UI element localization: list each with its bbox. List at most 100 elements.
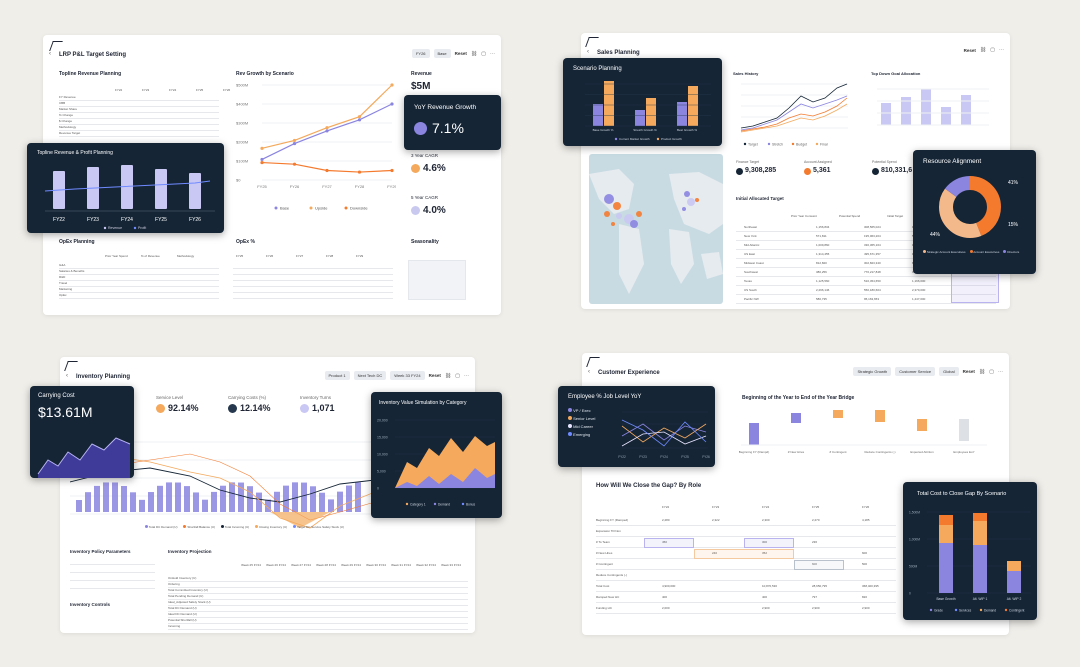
proj-col-header: Week 29 FY24 [341, 563, 361, 567]
inv-kpi-dot [300, 404, 309, 413]
controls-title: Inventory Controls [70, 602, 111, 607]
alloc-col-header: Initial Target [887, 214, 904, 218]
rg-point [390, 102, 394, 106]
employee-legend: VP / Exec Senior Level Mid Career Emergi… [568, 408, 595, 440]
comment-icon[interactable]: ▢ [989, 368, 994, 375]
region-filter[interactable]: Global [939, 367, 959, 376]
tc-legend-dot [1004, 608, 1008, 612]
dc-filter[interactable]: Next Tech DC [353, 371, 387, 380]
back-icon[interactable]: ‹ [588, 369, 590, 375]
gap-row-label: Expansion Till Non [596, 529, 621, 533]
proj-col-header: Week 28 FY24 [316, 563, 336, 567]
topline-row-label: FY Revenue [59, 95, 76, 99]
product-filter[interactable]: Product 1 [324, 371, 350, 380]
more-icon[interactable]: ⋯ [999, 47, 1004, 53]
kpi-value: 5,361 [813, 167, 831, 174]
kpi-value: 9,308,285 [745, 167, 777, 174]
topline-title: Topline Revenue Planning [59, 71, 122, 77]
map-marker [630, 220, 638, 228]
rg-xtick: FY25 [257, 184, 267, 189]
topline-row-label: CBB [59, 101, 66, 105]
scenario-filter[interactable]: Base [433, 49, 451, 58]
yoy-dot [414, 122, 427, 135]
link-icon[interactable]: ⛓ [978, 368, 986, 375]
cagr3-title: 3 Year CAGR [411, 153, 439, 158]
map [589, 154, 723, 304]
back-icon[interactable]: ‹ [66, 373, 68, 379]
reset-button[interactable]: Reset [454, 51, 467, 56]
link-icon[interactable]: ⛓ [470, 50, 478, 57]
rg-ytick: $500M [236, 83, 248, 88]
map-marker [613, 202, 621, 210]
back-icon[interactable]: ‹ [587, 49, 589, 55]
gap-row-label: Ramped New HC [596, 595, 620, 599]
gap-row-label: # To Team [596, 540, 610, 544]
gap-cell: 28,650,795 [812, 584, 828, 588]
tc-legend-label: Services [959, 609, 972, 613]
alloc-cell: 380,256 [816, 270, 827, 274]
scenario-xtick: Best Growth % [677, 128, 697, 132]
more-icon[interactable]: ⋯ [998, 368, 1003, 375]
sh-legend-label: Stretch [772, 143, 783, 147]
emp-xtick: FY22 [618, 455, 626, 459]
tc-legend-dot [979, 608, 983, 612]
revgrowth-chart: $500M $400M $300M $200M $100M $0 FY25 FY26 FY27 F… [236, 83, 396, 211]
comment-icon[interactable]: ▢ [481, 50, 486, 57]
tc-bar-segment [973, 545, 987, 593]
rg-point [357, 118, 362, 122]
opex-row-divider [59, 280, 219, 281]
proj-row-divider [168, 611, 468, 612]
topline-row-divider [59, 100, 219, 101]
inv-bar [202, 499, 208, 512]
inv-bar [346, 485, 352, 512]
comment-icon[interactable]: ▢ [455, 372, 460, 379]
topline-col-header: FY22 [115, 88, 123, 92]
alloc-cell: 1,009,860 [816, 243, 830, 247]
tc-legend-label: Grade [934, 609, 943, 613]
rg-legend-dot [309, 206, 313, 210]
more-icon[interactable]: ⋯ [464, 372, 469, 379]
proj-row-divider [168, 599, 468, 600]
alloc-cell: 1,125,560 [816, 279, 830, 283]
gap-cell: 500 [862, 562, 868, 566]
cagr5-title: 5 Year CAGR [411, 195, 439, 200]
service-filter[interactable]: Customer Service [895, 367, 936, 376]
proj-row-divider [168, 593, 468, 594]
page-title: Customer Experience [598, 370, 660, 376]
more-icon[interactable]: ⋯ [490, 50, 495, 57]
topdown-title: Top Down Goal Allocation [871, 71, 921, 76]
reset-button[interactable]: Reset [962, 369, 975, 374]
reset-button[interactable]: Reset [963, 47, 976, 53]
reset-button[interactable]: Reset [428, 373, 441, 378]
carrying-sparkline [37, 437, 131, 478]
sim-legend-dot [433, 502, 437, 506]
link-icon[interactable]: ⛓ [444, 372, 452, 379]
alloc-cell: 1,447,000 [912, 297, 926, 301]
week-filter[interactable]: Week 33 FY24 [390, 371, 425, 380]
topline-col-header: FY24 [169, 88, 177, 92]
scenario-bar [677, 102, 687, 126]
sim-ytick: 10,000 [377, 453, 388, 457]
emp-xtick: FY25 [681, 455, 689, 459]
bridge-bar [791, 413, 801, 423]
year-filter[interactable]: FY26 [411, 49, 430, 58]
tc-ytick: 0 [909, 592, 911, 596]
invsim-title: Inventory Value Simulation by Category [379, 400, 467, 406]
gap-highlight [644, 538, 694, 548]
tl-xtick: FY24 [121, 217, 133, 223]
opex-row-label: Marketing [59, 287, 73, 291]
resource-title: Resource Alignment [923, 158, 982, 165]
proj-row-label: Total Pending Demand (U) [168, 594, 204, 598]
gap-row-label: Reduce Contingents (-) [596, 573, 628, 577]
tc-bar-segment [1007, 561, 1021, 571]
rg-xtick: FY26 [290, 184, 300, 189]
link-icon[interactable]: ⛓ [979, 47, 987, 53]
gap-row-label: Funding HC [596, 606, 613, 610]
emp-series-line [621, 423, 707, 443]
back-icon[interactable]: ‹ [49, 51, 51, 57]
bridge-xtick: Beginning FY (Rampd) [739, 450, 769, 454]
comment-icon[interactable]: ▢ [990, 47, 995, 53]
tl-legend-dot [133, 226, 137, 230]
opexpct-col-header: FY27 [296, 254, 304, 258]
growth-filter[interactable]: Strategic Growth [853, 367, 892, 376]
